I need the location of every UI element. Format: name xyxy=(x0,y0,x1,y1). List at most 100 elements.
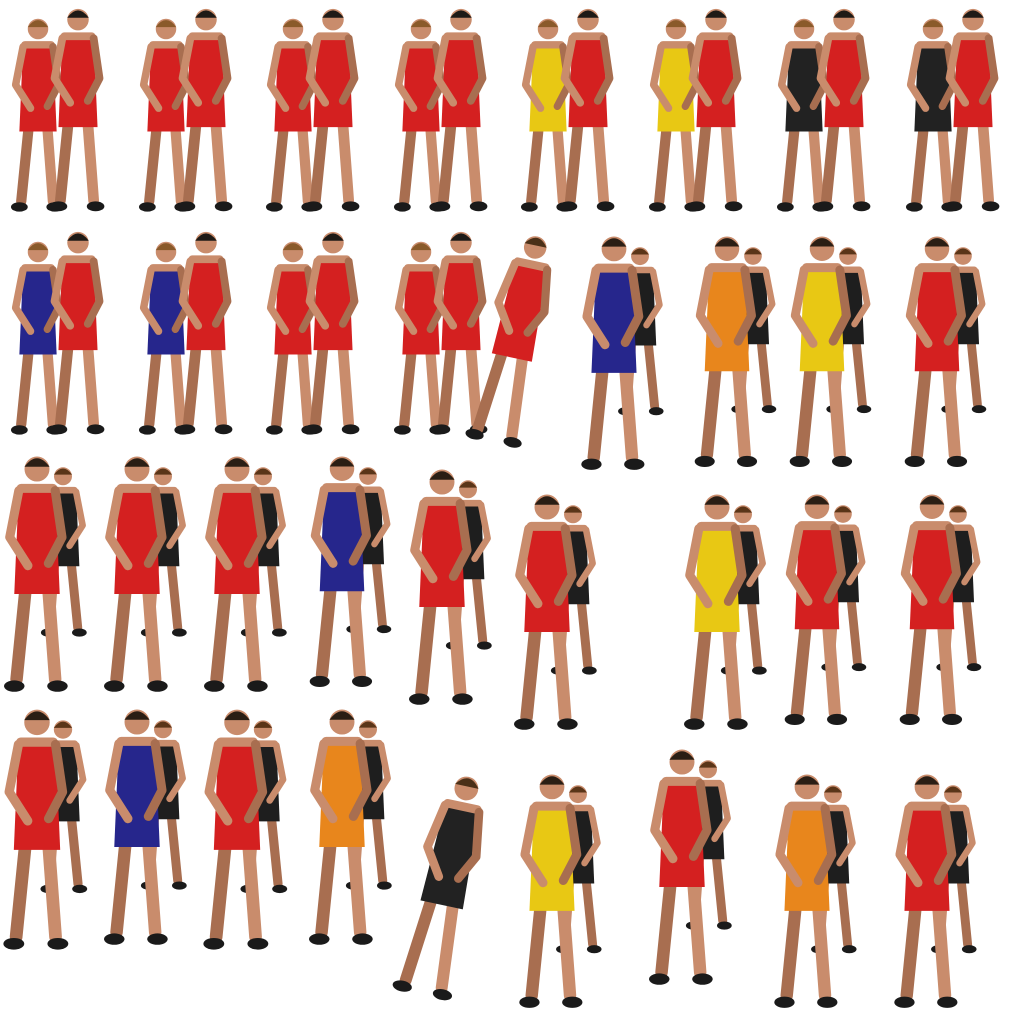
arm xyxy=(905,265,933,348)
wrestler xyxy=(465,236,552,448)
leg xyxy=(438,339,457,429)
leg xyxy=(900,899,922,1002)
hair xyxy=(154,721,172,728)
leg xyxy=(110,835,132,939)
arm xyxy=(448,499,472,581)
arm xyxy=(900,523,928,606)
leg xyxy=(242,582,262,686)
shoe xyxy=(204,680,225,692)
shoe xyxy=(717,921,732,930)
shoe xyxy=(559,201,578,212)
hair xyxy=(282,20,304,28)
arm xyxy=(471,501,491,563)
shoe xyxy=(503,437,522,448)
shoe xyxy=(304,424,323,435)
arm xyxy=(43,486,67,568)
arm xyxy=(305,34,330,107)
wrestler xyxy=(687,8,743,212)
hair xyxy=(919,496,945,505)
shoe xyxy=(72,628,87,637)
shoulders xyxy=(916,263,958,273)
leg xyxy=(425,344,442,430)
leg xyxy=(166,810,183,886)
leg xyxy=(371,810,388,886)
wrestler xyxy=(559,8,615,212)
shoe xyxy=(393,425,411,435)
sprite xyxy=(4,456,87,692)
sprite xyxy=(899,494,982,725)
hair xyxy=(539,776,565,785)
leg xyxy=(942,359,961,461)
hair xyxy=(793,20,815,28)
shoe xyxy=(776,202,794,212)
wrestler xyxy=(203,709,269,950)
shoe xyxy=(309,675,330,687)
shoe xyxy=(86,201,105,212)
wrestler xyxy=(309,456,373,687)
leg xyxy=(848,116,866,206)
arm xyxy=(139,42,163,112)
leg xyxy=(680,121,697,207)
arm xyxy=(851,268,871,328)
leg xyxy=(209,837,232,944)
shoulders xyxy=(315,255,351,264)
arm xyxy=(775,803,803,888)
shoe xyxy=(265,425,283,435)
hair xyxy=(524,237,547,248)
hair xyxy=(534,496,560,505)
leg xyxy=(961,593,977,667)
leg xyxy=(526,121,544,207)
hair xyxy=(924,238,950,247)
shoe xyxy=(177,424,196,435)
hair xyxy=(704,496,730,505)
shoulders xyxy=(659,41,693,49)
arm xyxy=(813,803,837,885)
shoulders xyxy=(216,737,258,747)
shoe xyxy=(904,455,925,467)
shoulders xyxy=(216,483,258,493)
arm xyxy=(139,265,163,335)
hair xyxy=(27,20,49,28)
shoulders xyxy=(906,801,948,811)
shoe xyxy=(203,937,225,950)
leg xyxy=(822,617,841,719)
arm xyxy=(523,265,552,337)
leg xyxy=(425,121,442,207)
hair xyxy=(794,776,820,785)
leg xyxy=(166,557,183,633)
leg xyxy=(592,116,610,206)
arm xyxy=(453,807,484,883)
shoulders xyxy=(60,255,96,264)
shoulders xyxy=(321,483,363,493)
arm xyxy=(178,34,203,107)
leg xyxy=(399,891,439,987)
shoulders xyxy=(513,257,550,272)
leg xyxy=(347,835,367,939)
wrestler xyxy=(409,469,473,705)
shoulders xyxy=(801,263,843,273)
shoe xyxy=(596,201,615,212)
arm xyxy=(204,739,233,826)
wrestler xyxy=(944,8,1000,212)
shoe xyxy=(514,718,535,730)
arm xyxy=(685,524,713,609)
leg xyxy=(780,899,802,1002)
arm xyxy=(494,258,520,335)
leg xyxy=(552,121,569,207)
leg xyxy=(82,339,100,429)
hair xyxy=(839,248,857,255)
shoulders xyxy=(149,264,183,272)
wrestler xyxy=(514,494,578,730)
shoulders xyxy=(916,41,950,49)
leg xyxy=(9,837,32,944)
arm xyxy=(143,486,167,568)
arm xyxy=(211,34,232,105)
leg xyxy=(347,579,366,681)
arm xyxy=(4,739,33,826)
hair xyxy=(669,751,695,760)
arm xyxy=(410,499,438,584)
arm xyxy=(305,257,330,330)
shoe xyxy=(851,663,867,672)
sprite xyxy=(138,8,233,212)
hair xyxy=(195,233,217,241)
